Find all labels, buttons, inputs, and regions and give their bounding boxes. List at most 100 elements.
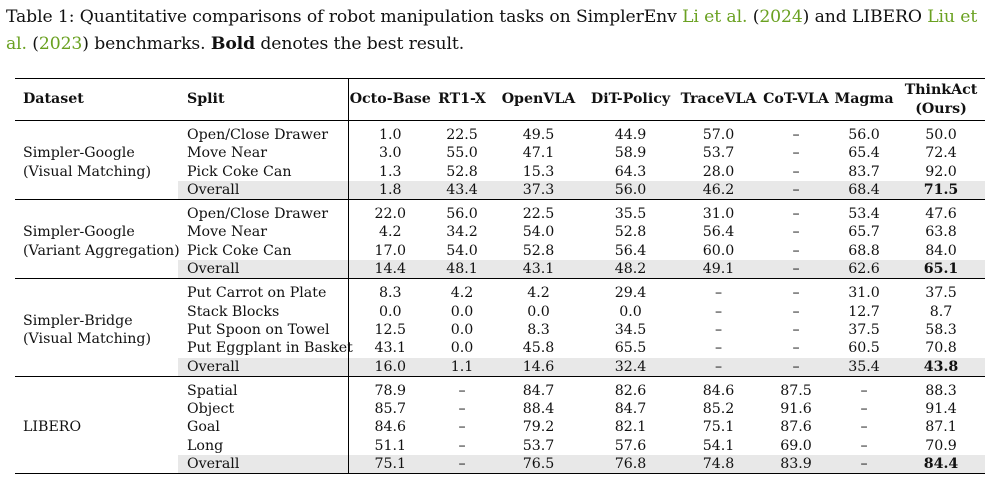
value-cell: 47.1 xyxy=(522,145,555,162)
value-cell: 70.8 xyxy=(925,340,957,357)
value-cell: 16.0 xyxy=(348,357,432,377)
value-cell: 74.8 xyxy=(676,455,761,474)
dataset-cell: Simpler-Google (Visual Matching) xyxy=(15,121,178,200)
table-group: Simpler-Bridge (Visual Matching) Put Carro… xyxy=(15,278,985,377)
value-cell: 63.8 xyxy=(925,224,957,241)
split-cell: Pick Coke Can xyxy=(178,162,349,181)
dataset-cell: LIBERO xyxy=(15,376,178,473)
citation-liu-author-link[interactable]: Liu et al. xyxy=(6,7,978,54)
value-cell: 60.0 xyxy=(702,242,735,259)
value-cell: – xyxy=(792,224,800,241)
caption-paren: ( xyxy=(747,7,760,27)
table-row: Move Near 4.2 34.2 54.0 52.8 56.4 – 65.7 63.8 xyxy=(15,223,985,242)
value-cell: – xyxy=(792,321,800,338)
value-cell: 22.5 xyxy=(446,127,478,143)
value-cell: – xyxy=(792,206,800,223)
value-cell: – xyxy=(792,242,800,259)
value-cell: 43.1 xyxy=(374,340,407,357)
table-row: Goal 84.6 – 79.2 82.1 75.1 87.6 – 87.1 xyxy=(15,418,985,437)
value-cell: 56.4 xyxy=(702,224,735,241)
value-cell: 52.8 xyxy=(614,224,647,241)
value-cell: 85.2 xyxy=(702,401,735,418)
value-cell: – xyxy=(761,180,831,200)
value-cell: 88.4 xyxy=(522,401,555,418)
value-cell: – xyxy=(432,455,492,474)
value-cell: 3.0 xyxy=(378,145,402,162)
value-cell: 32.4 xyxy=(585,357,676,377)
value-cell: 84.6 xyxy=(374,419,407,436)
value-cell: 31.0 xyxy=(702,206,735,223)
value-cell: 12.7 xyxy=(848,303,880,320)
header-ours-sub: (Ours) xyxy=(915,100,967,117)
table-row: Pick Coke Can 17.0 54.0 52.8 56.4 60.0 – 68.8 84… xyxy=(15,241,985,261)
value-cell: 14.6 xyxy=(492,357,585,377)
value-cell: 51.1 xyxy=(374,437,407,454)
citation-li-year-link[interactable]: 2024 xyxy=(759,7,803,27)
citation-li-author-link[interactable]: Li et al. xyxy=(682,7,748,27)
value-cell: – xyxy=(792,127,800,143)
value-cell: 70.9 xyxy=(925,437,957,454)
value-cell: 35.5 xyxy=(614,206,647,223)
dataset-label-line: (Visual Matching) xyxy=(23,163,152,180)
value-cell: 34.5 xyxy=(614,321,647,338)
header-model: RT1-X xyxy=(432,78,492,121)
split-cell: Put Carrot on Plate xyxy=(178,278,349,303)
value-cell: – xyxy=(792,340,800,357)
value-cell: – xyxy=(458,437,466,454)
caption-text: ) and LIBERO xyxy=(802,7,928,27)
value-cell: 84.4 xyxy=(897,455,985,474)
citation-liu-year-link[interactable]: 2023 xyxy=(38,34,83,54)
value-cell: 46.2 xyxy=(676,180,761,200)
table-row: Stack Blocks 0.0 0.0 0.0 0.0 – – 12.7 8.7 xyxy=(15,302,985,321)
header-model: Octo-Base xyxy=(348,78,432,121)
value-cell: 49.5 xyxy=(522,127,555,143)
split-cell: Object xyxy=(178,400,349,419)
table-row: Move Near 3.0 55.0 47.1 58.9 53.7 – 65.4 72.4 xyxy=(15,144,985,163)
value-cell: – xyxy=(761,260,831,279)
value-cell: 56.0 xyxy=(585,180,676,200)
split-cell: Open/Close Drawer xyxy=(178,199,349,224)
value-cell: – xyxy=(792,285,800,302)
value-cell: 54.0 xyxy=(446,242,478,259)
value-cell: 78.9 xyxy=(374,382,407,399)
value-cell: 56.4 xyxy=(614,242,647,259)
table-row: Simpler-Google (Variant Aggregation) Open/… xyxy=(15,199,985,259)
value-cell: 68.4 xyxy=(831,180,897,200)
value-cell: 49.1 xyxy=(676,260,761,279)
dataset-label-line: Simpler-Google xyxy=(23,145,135,162)
value-cell: 48.1 xyxy=(432,260,492,279)
value-cell: 87.1 xyxy=(925,419,957,436)
value-cell: 65.5 xyxy=(614,340,647,357)
value-cell: 8.3 xyxy=(527,321,550,338)
value-cell: 4.2 xyxy=(527,285,550,302)
value-cell: – xyxy=(792,163,800,180)
table-row: Pick Coke Can 1.3 52.8 15.3 64.3 28.0 – 83.7 92.… xyxy=(15,162,985,181)
value-cell: 22.5 xyxy=(522,206,555,223)
value-cell: – xyxy=(860,419,868,436)
value-cell: 58.3 xyxy=(925,321,957,338)
value-cell: 83.9 xyxy=(761,455,831,474)
value-cell: 8.3 xyxy=(378,285,402,302)
split-cell: Overall xyxy=(178,357,349,377)
table-row: Put Eggplant in Basket 43.1 0.0 45.8 65.5 – – 6… xyxy=(15,339,985,358)
header-model: DiT-Policy xyxy=(585,78,676,121)
value-cell: 37.5 xyxy=(848,321,880,338)
value-cell: 28.0 xyxy=(702,163,735,180)
value-cell: 75.1 xyxy=(348,455,432,474)
value-cell: 8.7 xyxy=(929,303,953,320)
dataset-cell: Simpler-Google (Variant Aggregation) xyxy=(15,200,180,279)
table-row-overall: Overall 16.0 1.1 14.6 32.4– –35.4 43.8 xyxy=(15,357,985,377)
value-cell: 76.8 xyxy=(585,455,676,474)
caption-bold-word: Bold xyxy=(210,34,256,54)
table-row: Simpler-Bridge (Visual Matching) Put Carro… xyxy=(15,278,985,347)
value-cell: 79.2 xyxy=(522,419,555,436)
value-cell: – xyxy=(860,401,868,418)
caption-suffix: denotes the best result. xyxy=(255,34,465,54)
header-dataset: Dataset xyxy=(15,78,178,121)
value-cell: 65.4 xyxy=(848,145,880,162)
value-cell: 47.6 xyxy=(925,206,957,223)
value-cell: 52.8 xyxy=(446,163,478,180)
value-cell: 45.8 xyxy=(522,340,555,357)
header-model: CoT-VLA xyxy=(761,78,831,121)
table-row-overall: Overall 14.4 48.1 43.1 48.2 49.1–62.6 65.1 xyxy=(15,260,985,279)
